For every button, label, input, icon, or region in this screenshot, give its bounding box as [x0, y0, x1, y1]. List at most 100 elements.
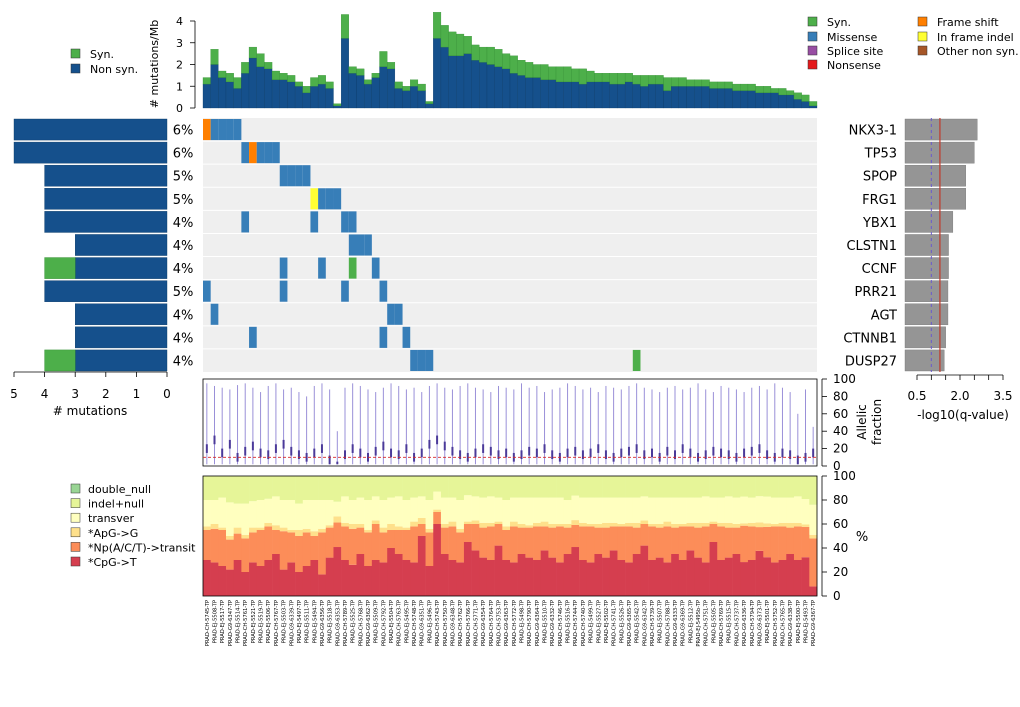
mutation-cell — [279, 165, 288, 187]
spectrum-segment — [203, 500, 211, 527]
spectrum-segment — [356, 497, 365, 524]
spectrum-segment — [525, 525, 534, 528]
nonsyn-bar — [517, 75, 526, 109]
spectrum-segment — [226, 502, 234, 536]
q-value-bar — [904, 211, 954, 233]
spectrum-segment — [701, 522, 710, 527]
mutation-cell — [210, 303, 219, 325]
spectrum-segment — [348, 500, 357, 524]
spectrum-segment — [594, 497, 603, 524]
legend-label: *ApG->G — [88, 527, 138, 540]
mutation-cell — [325, 188, 334, 210]
gene-nonsyn-bar — [44, 280, 168, 302]
spectrum-segment — [717, 497, 726, 523]
syn-bar — [770, 88, 779, 93]
spectrum-segment — [218, 566, 227, 596]
nonsyn-bar — [801, 101, 810, 109]
mutation-spectrum-frame — [202, 475, 818, 597]
allelic-fraction-y-axis: 0 20 40 60 80 100 — [821, 372, 856, 473]
gene-nonsyn-bar — [44, 211, 168, 233]
spectrum-segment — [625, 526, 634, 563]
spectrum-segment — [778, 526, 787, 560]
mutation-cell — [272, 142, 280, 164]
legend-label: indel+null — [88, 498, 144, 511]
spectrum-segment — [371, 520, 380, 524]
spectrum-segment — [218, 476, 227, 498]
spectrum-segment — [241, 476, 250, 504]
legend-label: Frame shift — [937, 16, 999, 29]
spectrum-segment — [218, 527, 227, 530]
spectrum-segment — [740, 525, 749, 563]
sample-label: PRAD-G9-6333-TP — [673, 600, 679, 646]
spectrum-segment — [525, 497, 534, 526]
nonsyn-bar — [425, 103, 434, 109]
nonsyn-bar — [440, 46, 449, 109]
spectrum-segment — [226, 536, 234, 540]
allelic-fraction-label-1: Allelic — [855, 404, 869, 440]
spectrum-segment — [724, 522, 733, 528]
x-tick-label: 0 — [163, 387, 171, 401]
gene-name: SPOP — [863, 170, 897, 185]
syn-bar — [448, 31, 457, 56]
sample-labels: PRAD-CH-5745-TP PRAD-EJ-5508-TP PRAD-EJ-55… — [205, 600, 817, 647]
gene-name: DUSP27 — [845, 354, 897, 369]
spectrum-segment — [632, 497, 641, 523]
sample-label: PRAD-CH-5741-TP — [612, 600, 618, 646]
sample-label: PRAD-EJ-5506-TP — [266, 600, 272, 643]
spectrum-segment — [563, 554, 572, 596]
nonsyn-bar — [778, 94, 787, 109]
spectrum-segment — [717, 526, 726, 560]
syn-bar — [578, 68, 587, 85]
percent-label: 4% — [173, 354, 194, 369]
spectrum-segment — [724, 527, 733, 558]
spectrum-segment — [671, 524, 680, 528]
nonsyn-bar — [264, 68, 273, 109]
spectrum-segment — [279, 500, 288, 528]
spectrum-segment — [540, 521, 549, 527]
nonsyn-bar — [571, 81, 580, 109]
syn-bar — [540, 64, 549, 80]
spectrum-segment — [770, 524, 779, 527]
spectrum-segment — [348, 524, 357, 529]
spectrum-segment — [556, 476, 565, 498]
spectrum-segment — [579, 497, 588, 523]
y-tick-label: 40 — [833, 424, 848, 438]
spectrum-segment — [701, 562, 710, 596]
sample-label: PRAD-EJ-5516-TP — [566, 600, 572, 643]
sample-label: PRAD-EJ-5510-TP — [543, 600, 549, 643]
spectrum-segment — [724, 557, 733, 596]
mutation-cell — [310, 188, 319, 210]
nonsyn-bar — [456, 55, 465, 109]
spectrum-segment — [203, 530, 211, 560]
spectrum-segment — [686, 526, 695, 551]
spectrum-segment — [379, 527, 388, 533]
spectrum-segment — [387, 497, 396, 524]
nonsyn-bar — [655, 83, 664, 109]
syn-bar — [279, 73, 288, 80]
sample-label: PRAD-EJ-5507-TP — [658, 600, 664, 643]
spectrum-segment — [402, 560, 411, 596]
y-tick-label: 80 — [833, 389, 848, 403]
spectrum-segment — [295, 530, 304, 536]
sample-label: PRAD-G9-6332-TP — [550, 600, 556, 646]
sample-label: PRAD-G9-6342-TP — [642, 600, 648, 646]
sample-label: PRAD-CH-5767-TP — [274, 600, 280, 646]
spectrum-segment — [325, 527, 334, 558]
syn-bar — [571, 68, 580, 83]
mutation-cell — [241, 211, 250, 233]
sample-label: PRAD-CH-5768-TP — [358, 600, 364, 646]
nonsyn-bar — [509, 73, 518, 109]
syn-bar — [317, 75, 326, 85]
nonsyn-bar — [755, 92, 764, 109]
spectrum-segment — [279, 527, 288, 532]
spectrum-segment — [747, 497, 756, 523]
spectrum-segment — [755, 527, 764, 551]
spectrum-segment — [686, 497, 695, 523]
spectrum-segment — [533, 526, 541, 560]
spectrum-segment — [609, 526, 618, 551]
nonsyn-bar — [310, 86, 319, 109]
legend-label: transver — [88, 512, 135, 525]
spectrum-segment — [417, 524, 426, 536]
gene-count-chart: 5 4 3 2 1 0 # mutations — [10, 118, 171, 418]
mutation-spectrum-chart: 0 20 40 60 80 100 % — [202, 469, 868, 603]
